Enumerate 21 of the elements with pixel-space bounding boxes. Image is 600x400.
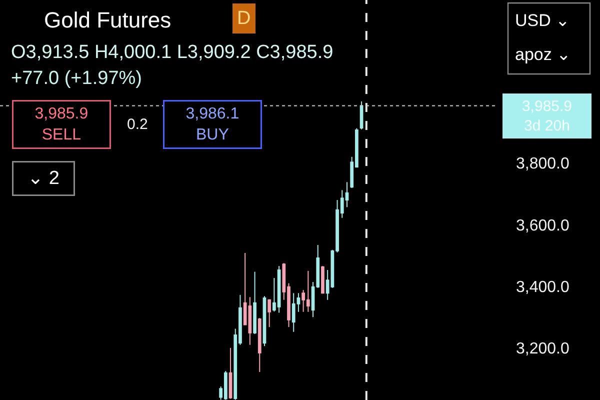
text: O3,913.5 H4,000.1 L3,909.2 C3,985.9: [11, 42, 334, 63]
text: apoz ⌄: [515, 45, 571, 64]
candlestick: [262, 296, 266, 347]
ref-line-label: 3,985.9 3d 20h: [522, 98, 572, 134]
annotation: 3,986.1 BUY: [186, 106, 240, 144]
y-tick-label: 3,600.0: [516, 217, 570, 234]
annotation: 0.2: [127, 116, 148, 133]
annotation: ⌄ 2: [28, 168, 60, 189]
candlestick: [253, 271, 256, 335]
candlestick: [258, 318, 262, 372]
chart-title: Gold Futures: [44, 8, 172, 33]
candlestick: [321, 265, 324, 294]
y-tick-label: 3,800.0: [516, 156, 570, 173]
y-tick-label: 3,400.0: [516, 278, 570, 296]
candlestick: [268, 298, 272, 328]
text: USD ⌄: [515, 11, 570, 30]
y-tick-label: 3,200.0: [516, 340, 570, 358]
candlestick: [228, 347, 232, 400]
annotation: D: [237, 8, 251, 29]
annotation: 3,985.9 SELL: [34, 106, 88, 144]
annotation: +77.0 (+1.97%): [11, 68, 142, 89]
